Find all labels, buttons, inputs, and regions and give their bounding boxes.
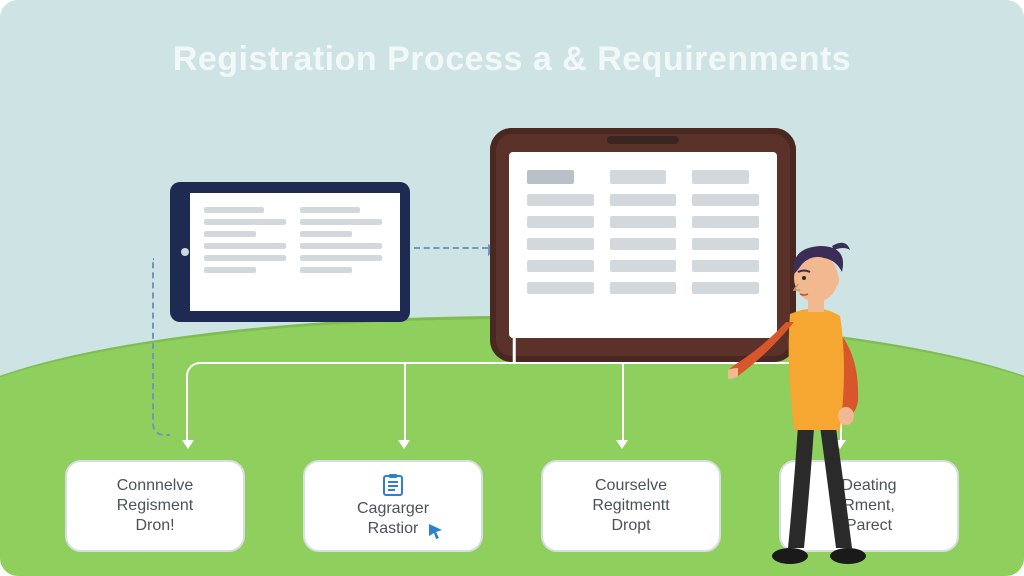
clipboard-icon bbox=[380, 473, 406, 497]
card-label: ConnnelveRegismentDron! bbox=[117, 476, 194, 536]
person-shoe-left bbox=[772, 548, 808, 564]
placeholder-block bbox=[610, 194, 677, 206]
placeholder-line bbox=[300, 231, 352, 237]
placeholder-block bbox=[527, 282, 594, 294]
tablet-small-col-1 bbox=[204, 207, 290, 297]
person-torso bbox=[789, 308, 844, 430]
arrowhead-down-icon bbox=[182, 440, 194, 449]
page-title: Registration Process a & Requirenments bbox=[0, 40, 1024, 79]
connector-stem bbox=[513, 334, 516, 364]
process-card-3: CourselveRegitmenttDropt bbox=[541, 460, 721, 552]
tablet-small-screen bbox=[190, 193, 400, 311]
person-illustration bbox=[728, 236, 898, 566]
tablet-small bbox=[170, 182, 410, 322]
process-card-1: ConnnelveRegismentDron! bbox=[65, 460, 245, 552]
placeholder-block bbox=[610, 260, 677, 272]
placeholder-block bbox=[527, 260, 594, 272]
person-hair-tuft bbox=[832, 243, 850, 250]
person-shoe-right bbox=[830, 548, 866, 564]
arrowhead-down-icon bbox=[616, 440, 628, 449]
placeholder-line bbox=[300, 267, 352, 273]
placeholder-line bbox=[204, 243, 286, 249]
placeholder-line bbox=[204, 231, 256, 237]
placeholder-block bbox=[692, 170, 749, 184]
placeholder-line bbox=[300, 255, 382, 261]
tablet-small-home-dot bbox=[180, 248, 190, 256]
tablet-large-col-1 bbox=[527, 170, 594, 320]
placeholder-block bbox=[610, 238, 677, 250]
person-eye bbox=[802, 276, 806, 280]
placeholder-line bbox=[204, 219, 286, 225]
placeholder-line bbox=[300, 243, 382, 249]
placeholder-line bbox=[204, 207, 264, 213]
placeholder-block bbox=[527, 170, 574, 184]
person-hand-right bbox=[838, 407, 854, 425]
arrow-dashed-right bbox=[414, 247, 488, 249]
placeholder-line bbox=[300, 207, 360, 213]
placeholder-block bbox=[692, 194, 759, 206]
placeholder-block bbox=[610, 170, 667, 184]
placeholder-block bbox=[527, 216, 594, 228]
person-ear bbox=[829, 273, 839, 287]
person-leg-right bbox=[820, 426, 852, 548]
placeholder-block bbox=[610, 216, 677, 228]
connector-dashed-left bbox=[152, 258, 170, 436]
connector-drop bbox=[404, 364, 407, 442]
arrowhead-down-icon bbox=[398, 440, 410, 449]
placeholder-line bbox=[204, 267, 256, 273]
tablet-large-camera-bar bbox=[607, 136, 679, 144]
tablet-small-col-2 bbox=[300, 207, 386, 297]
process-card-2: CagrargerRastior bbox=[303, 460, 483, 552]
connector-drop bbox=[622, 364, 625, 442]
cursor-icon bbox=[427, 522, 445, 540]
card-label: CourselveRegitmenttDropt bbox=[592, 476, 669, 536]
tablet-large-col-2 bbox=[610, 170, 677, 320]
placeholder-line bbox=[204, 255, 286, 261]
placeholder-block bbox=[527, 194, 594, 206]
person-leg-left bbox=[788, 426, 814, 548]
placeholder-line bbox=[300, 219, 382, 225]
card-label: CagrargerRastior bbox=[357, 499, 429, 539]
person-hand-left bbox=[728, 368, 738, 379]
infographic-canvas: Registration Process a & Requirenments C… bbox=[0, 0, 1024, 576]
placeholder-block bbox=[692, 216, 759, 228]
placeholder-block bbox=[527, 238, 594, 250]
placeholder-block bbox=[610, 282, 677, 294]
